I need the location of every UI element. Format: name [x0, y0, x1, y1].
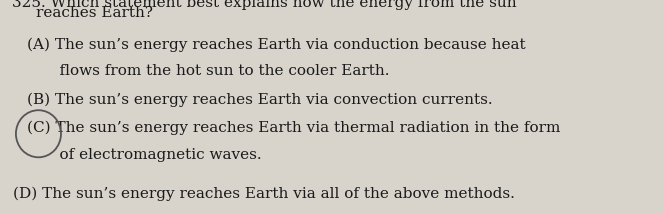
Text: flows from the hot sun to the cooler Earth.: flows from the hot sun to the cooler Ear…	[40, 64, 389, 78]
Text: (C) The sun’s energy reaches Earth via thermal radiation in the form: (C) The sun’s energy reaches Earth via t…	[27, 121, 560, 135]
Text: (D) The sun’s energy reaches Earth via all of the above methods.: (D) The sun’s energy reaches Earth via a…	[13, 186, 515, 201]
Text: reaches Earth?: reaches Earth?	[36, 6, 153, 20]
Text: (A) The sun’s energy reaches Earth via conduction because heat: (A) The sun’s energy reaches Earth via c…	[27, 37, 525, 52]
Text: (B) The sun’s energy reaches Earth via convection currents.: (B) The sun’s energy reaches Earth via c…	[27, 93, 492, 107]
Text: 325. Which statement best explains how the energy from the sun: 325. Which statement best explains how t…	[12, 0, 516, 10]
Text: of electromagnetic waves.: of electromagnetic waves.	[40, 148, 261, 162]
